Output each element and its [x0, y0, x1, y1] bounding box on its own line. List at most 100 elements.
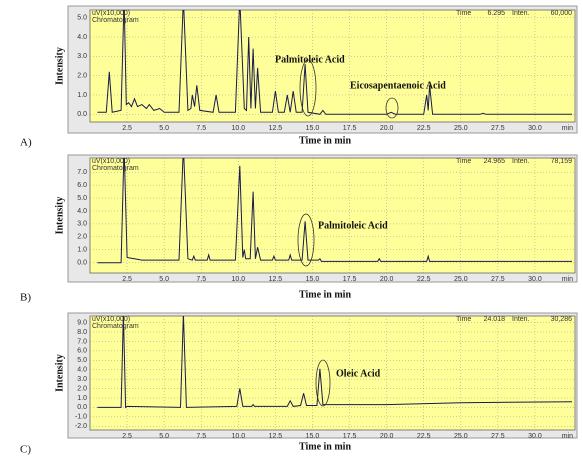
annotation-ellipse: [299, 59, 317, 117]
y-tick-label: 2.0: [77, 385, 87, 392]
x-tick-label: 10.0: [232, 125, 246, 132]
x-axis-label: Time in min: [299, 135, 351, 146]
x-tick-label: 12.5: [269, 276, 283, 283]
chromatogram-line: [97, 158, 572, 264]
y-tick-label: 0.0: [77, 260, 87, 267]
y-tick-label: 7.0: [77, 338, 87, 345]
x-tick-label: 15.0: [306, 433, 320, 440]
x-tick-label: 5.0: [159, 276, 169, 283]
x-tick-label: 25.0: [454, 125, 468, 132]
x-tick-label: 22.5: [417, 125, 431, 132]
y-tick-label: 3.0: [77, 221, 87, 228]
header-name: Chromatogram: [92, 17, 139, 24]
header-inten-label: Inten.: [512, 316, 530, 323]
x-tick-label: 7.5: [196, 276, 206, 283]
y-axis-label: Intensity: [54, 354, 65, 392]
x-unit: min: [562, 276, 573, 283]
header-time: 24.965: [484, 158, 506, 165]
x-tick-label: 27.5: [491, 276, 505, 283]
x-axis-label: Time in min: [299, 441, 351, 452]
x-tick-label: 17.5: [343, 276, 357, 283]
header-name: Chromatogram: [92, 323, 139, 330]
y-tick-label: 4.0: [77, 367, 87, 374]
x-tick-label: 17.5: [343, 125, 357, 132]
y-tick-label: -1.0: [75, 414, 87, 421]
x-tick-label: 20.0: [380, 276, 394, 283]
y-tick-label: 1.0: [77, 247, 87, 254]
y-tick-label: 3.0: [77, 53, 87, 60]
plot-area: [89, 315, 576, 431]
y-tick-label: 3.0: [77, 376, 87, 383]
x-tick-label: 2.5: [122, 125, 132, 132]
y-tick-label: 8.0: [77, 329, 87, 336]
x-unit: min: [562, 433, 573, 440]
x-tick-label: 30.0: [528, 433, 542, 440]
plot-area: [89, 157, 576, 274]
x-tick-label: 17.5: [343, 433, 357, 440]
y-tick-label: 4.0: [77, 208, 87, 215]
chromatogram-line: [97, 316, 573, 409]
header-time-label: Time: [456, 158, 471, 165]
annotation-ellipse: [315, 359, 331, 407]
x-tick-label: 2.5: [122, 276, 132, 283]
x-tick-label: 15.0: [306, 276, 320, 283]
x-tick-label: 7.5: [196, 125, 206, 132]
y-axis-label: Intensity: [54, 197, 65, 235]
header-unit: uV(x10,000): [92, 158, 130, 165]
x-tick-label: 22.5: [417, 433, 431, 440]
x-tick-label: 22.5: [417, 276, 431, 283]
y-tick-label: 1.0: [77, 395, 87, 402]
y-tick-label: 1.0: [77, 92, 87, 99]
y-tick-label: 2.0: [77, 72, 87, 79]
y-tick-label: 9.0: [77, 319, 87, 326]
header-time-label: Time: [456, 316, 471, 323]
chromatogram-line: [97, 10, 572, 115]
x-tick-label: 2.5: [122, 433, 132, 440]
x-axis-label: Time in min: [299, 289, 351, 300]
x-tick-label: 30.0: [528, 125, 542, 132]
x-tick-label: 12.5: [269, 433, 283, 440]
annotation-ellipse: [297, 213, 315, 267]
annotation: Palmitoleic Acid: [318, 220, 388, 231]
y-tick-label: 5.0: [77, 15, 87, 22]
header-inten-label: Inten.: [512, 10, 530, 17]
annotation: Oleic Acid: [336, 368, 381, 379]
header-inten: 78,159: [551, 158, 573, 165]
y-tick-label: 2.0: [77, 234, 87, 241]
header-name: Chromatogram: [92, 165, 139, 172]
y-axis-label: Intensity: [54, 47, 65, 85]
annotation-ellipse: [385, 97, 399, 119]
panel-label: B): [20, 292, 31, 304]
y-tick-label: 6.0: [77, 348, 87, 355]
panel-label: C): [20, 444, 31, 456]
header-inten: 60,000: [551, 10, 573, 17]
x-tick-label: 20.0: [380, 125, 394, 132]
y-tick-label: 7.0: [77, 169, 87, 176]
y-tick-label: -2.0: [75, 423, 87, 430]
annotation: Eicosapentaenoic Acid: [350, 80, 446, 91]
x-unit: min: [562, 125, 573, 132]
x-tick-label: 30.0: [528, 276, 542, 283]
y-tick-label: 5.0: [77, 195, 87, 202]
x-tick-label: 25.0: [454, 276, 468, 283]
header-unit: uV(x10,000): [92, 316, 130, 323]
header-inten-label: Inten.: [512, 158, 530, 165]
x-tick-label: 7.5: [196, 433, 206, 440]
x-tick-label: 5.0: [159, 125, 169, 132]
x-tick-label: 12.5: [269, 125, 283, 132]
x-tick-label: 25.0: [454, 433, 468, 440]
x-tick-label: 15.0: [306, 125, 320, 132]
y-tick-label: 0.0: [77, 111, 87, 118]
x-tick-label: 10.0: [232, 276, 246, 283]
plot-area: [89, 9, 576, 123]
header-unit: uV(x10,000): [92, 10, 130, 17]
header-inten: 30,286: [551, 316, 573, 323]
x-tick-label: 27.5: [491, 433, 505, 440]
x-tick-label: 27.5: [491, 125, 505, 132]
header-time: 24.018: [484, 316, 506, 323]
y-tick-label: 0.0: [77, 404, 87, 411]
header-time: 6.295: [487, 10, 505, 17]
annotation: Palmitoleic Acid: [275, 54, 345, 65]
y-tick-label: 4.0: [77, 34, 87, 41]
x-tick-label: 5.0: [159, 433, 169, 440]
